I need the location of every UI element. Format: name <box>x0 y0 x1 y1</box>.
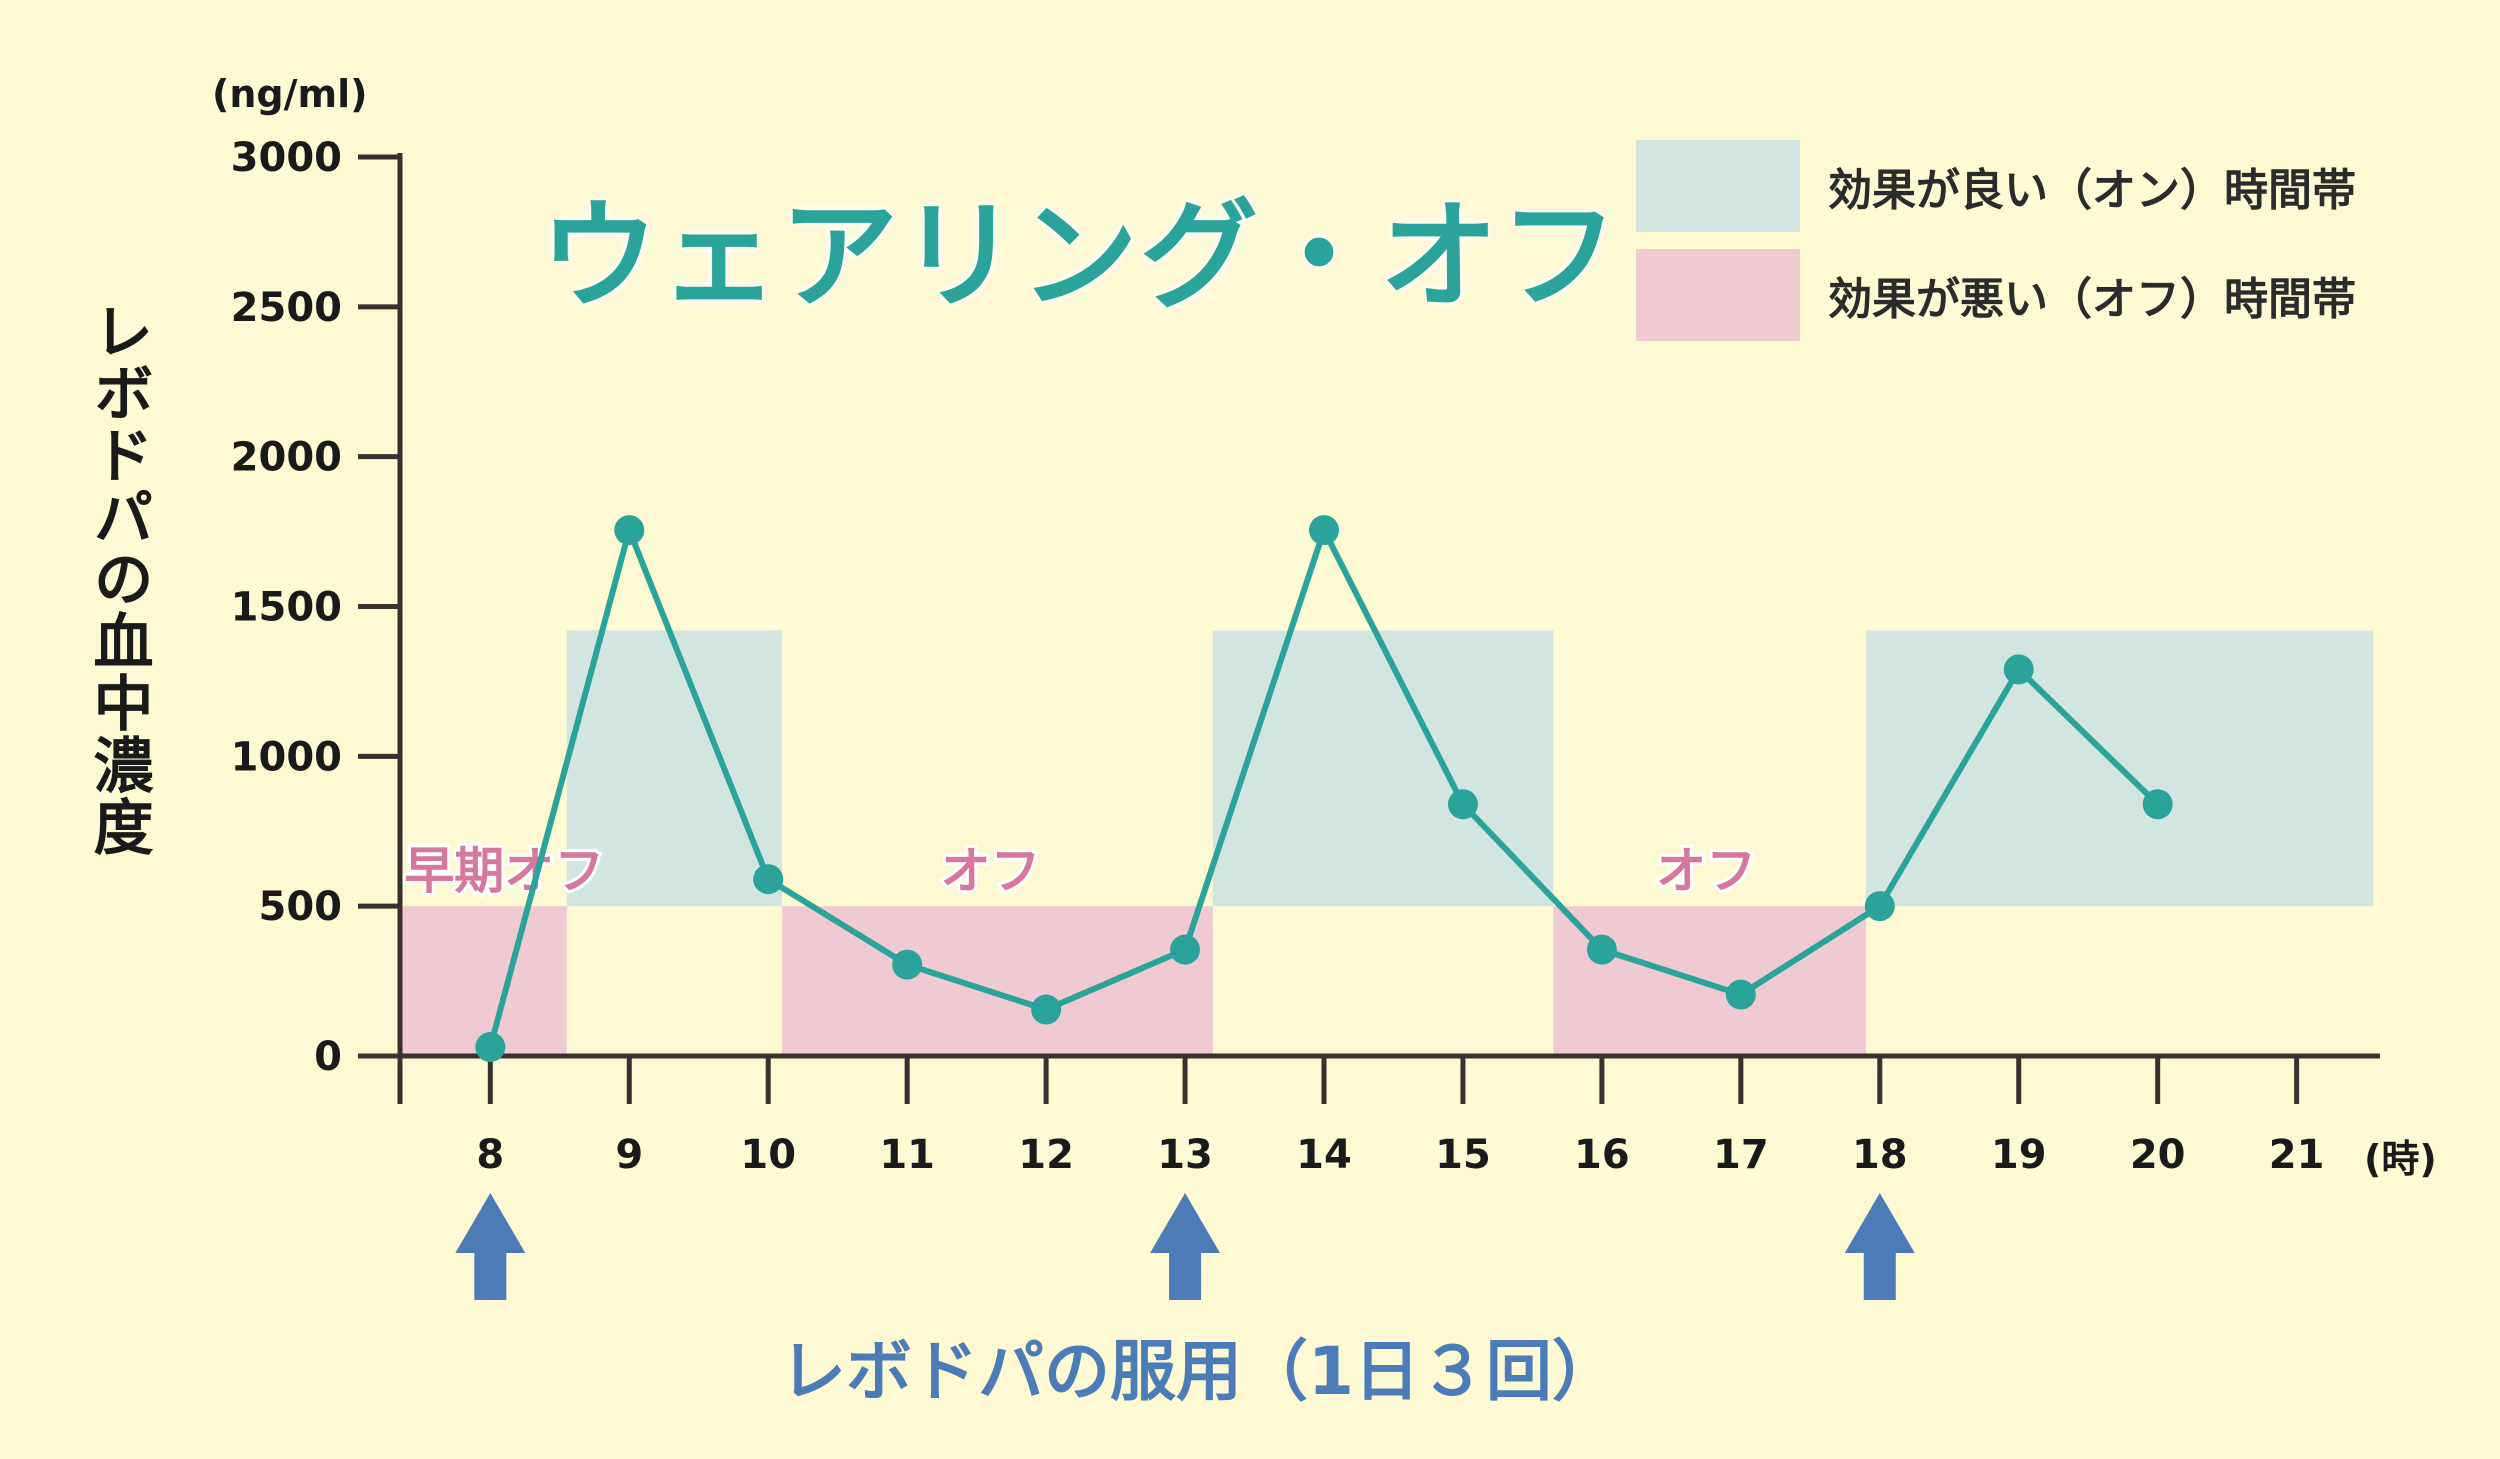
y-tick-label: 3000 <box>231 135 342 181</box>
x-tick-label: 11 <box>879 1132 935 1178</box>
data-point <box>1864 891 1895 922</box>
data-point <box>2003 654 2034 685</box>
off-period-band <box>1553 906 1866 1056</box>
legend: 効果が良い（オン）時間帯 効果が悪い（オフ）時間帯 <box>1636 140 2356 358</box>
data-point <box>892 949 923 980</box>
y-tick-label: 500 <box>259 884 343 930</box>
off-period-label: オフ <box>1656 842 1756 900</box>
chart-title: ウェアリング・オフ <box>540 187 1621 325</box>
data-point <box>1031 994 1062 1025</box>
dose-arrow-icon <box>1844 1193 1915 1300</box>
legend-label-on: 効果が良い（オン）時間帯 <box>1828 165 2356 216</box>
y-tick-label: 2500 <box>231 285 342 331</box>
data-point <box>1170 934 1201 965</box>
data-point <box>475 1032 506 1063</box>
x-tick-label: 10 <box>740 1132 796 1178</box>
legend-swatch-on <box>1636 140 1800 232</box>
on-period-band <box>1212 630 1554 907</box>
x-axis-unit: (時) <box>2364 1137 2437 1181</box>
data-point <box>753 864 784 895</box>
data-point <box>614 515 645 546</box>
x-tick-label: 15 <box>1435 1132 1491 1178</box>
x-tick-label: 12 <box>1018 1132 1074 1178</box>
off-period-label: オフ <box>941 842 1041 900</box>
legend-swatch-off <box>1636 249 1800 341</box>
x-tick-label: 19 <box>1991 1132 2047 1178</box>
legend-label-off: 効果が悪い（オフ）時間帯 <box>1828 274 2356 325</box>
x-tick-label: 13 <box>1157 1132 1213 1178</box>
x-tick-label: 17 <box>1713 1132 1769 1178</box>
x-tick-label: 18 <box>1852 1132 1908 1178</box>
data-point <box>1725 979 1756 1010</box>
on-period-band <box>566 630 783 907</box>
data-point <box>1309 515 1339 546</box>
dose-arrow-icon <box>455 1193 526 1300</box>
data-point <box>1586 934 1617 965</box>
off-period-label: 早期オフ <box>404 842 604 900</box>
y-axis-unit: (ng/ml) <box>212 72 368 116</box>
data-point <box>2142 789 2173 820</box>
x-tick-label: 8 <box>476 1132 504 1178</box>
data-point <box>1447 789 1478 820</box>
dose-caption: レボドパの服用（1日３回） <box>780 1333 1618 1410</box>
y-tick-label: 1000 <box>231 734 342 780</box>
x-tick-label: 9 <box>615 1132 643 1178</box>
y-tick-label: 1500 <box>231 585 342 631</box>
x-tick-label: 16 <box>1574 1132 1630 1178</box>
off-period-band <box>400 906 567 1056</box>
legend-item-on: 効果が良い（オン）時間帯 <box>1636 140 2356 232</box>
legend-item-off: 効果が悪い（オフ）時間帯 <box>1636 249 2356 341</box>
dose-arrow-icon <box>1150 1193 1221 1300</box>
x-tick-label: 20 <box>2130 1132 2186 1178</box>
y-tick-label: 0 <box>314 1034 342 1080</box>
x-tick-label: 14 <box>1296 1132 1352 1178</box>
x-tick-label: 21 <box>2269 1132 2325 1178</box>
y-axis-label: レボドパの血中濃度 <box>83 300 153 858</box>
y-tick-label: 2000 <box>231 435 342 481</box>
